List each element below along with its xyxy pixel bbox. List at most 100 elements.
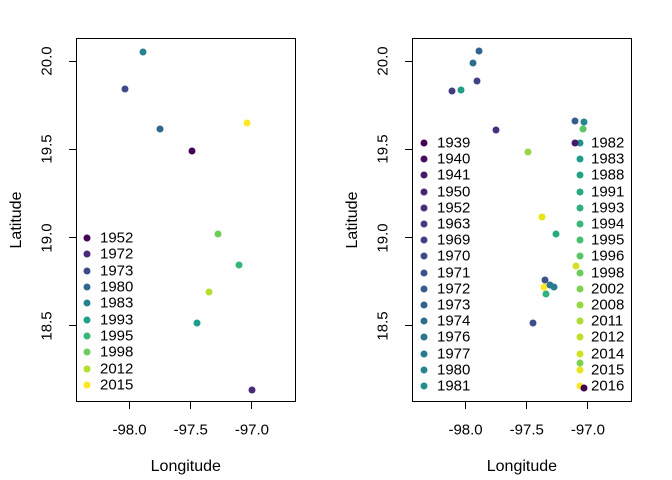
y-axis-title-right: Latitude [344,191,361,249]
data-point [579,125,587,133]
legend-label: 2008 [591,296,625,314]
y-tick-label: 19.5 [38,134,56,164]
data-point [492,126,500,134]
x-tick-label: -97.0 [570,421,606,439]
legend-swatch [420,204,428,212]
y-tick [68,325,76,327]
data-point [205,288,213,296]
data-point [538,213,546,221]
legend-label: 2011 [591,312,624,330]
data-point [552,230,560,238]
y-tick [68,60,76,62]
data-point [550,283,558,291]
legend-swatch [576,236,583,244]
legend-label: 1977 [437,345,471,363]
data-point [576,359,584,367]
legend-label: 1981 [437,377,471,395]
x-tick-label: -98.0 [112,421,147,439]
legend-swatch [576,269,583,277]
legend-swatch [83,348,91,356]
x-axis-title-left: Longitude [150,458,221,475]
legend-swatch [83,381,91,389]
legend-label: 1988 [591,166,625,184]
y-tick-label: 19.5 [374,134,392,164]
legend-label: 2012 [591,328,625,346]
legend-swatch [420,155,428,163]
legend-swatch [83,365,91,373]
legend-swatch [576,139,583,147]
legend-swatch [576,220,583,228]
legend-swatch [83,234,91,242]
x-tick [129,402,131,410]
legend-swatch [83,267,91,275]
y-axis-title-left: Latitude [8,191,25,249]
data-point [139,48,147,56]
x-tick [526,402,528,410]
x-tick-label: -97.0 [234,421,270,439]
legend-label: 1971 [437,264,471,282]
data-point [188,147,196,155]
y-tick [404,148,412,150]
legend-swatch [576,301,583,309]
legend-label: 2015 [100,376,134,394]
data-point [546,281,554,289]
legend-label: 1972 [437,280,471,298]
legend-label: 2014 [591,345,625,363]
x-tick-label: -98.0 [448,421,483,439]
data-point [248,386,256,394]
y-tick [404,325,412,327]
legend-label: 1952 [100,229,134,247]
data-point [580,384,588,392]
x-axis-title-right: Longitude [486,458,558,475]
y-tick-label: 18.5 [374,311,392,341]
x-tick [587,402,589,410]
legend-swatch [576,317,583,325]
legend-swatch [420,382,428,390]
y-tick-label: 19.0 [38,223,56,253]
legend-swatch [420,269,428,277]
legend-label: 2002 [591,280,625,298]
legend-label: 1940 [437,150,471,168]
legend-swatch [420,301,428,309]
legend-swatch [420,171,428,179]
legend-label: 1983 [591,150,625,168]
legend-label: 1993 [591,199,625,217]
legend-label: 1974 [437,312,471,330]
legend-label: 1973 [100,262,134,280]
legend-swatch [420,285,428,293]
legend-label: 1980 [100,278,134,296]
x-tick-label: -97.5 [173,421,208,439]
legend-swatch [576,188,583,196]
data-point [540,283,548,291]
data-point [572,262,580,270]
data-point [156,125,164,133]
data-point [469,59,477,67]
legend-label: 2015 [591,361,625,379]
legend-label: 1963 [437,215,471,233]
legend-label: 1991 [591,183,625,201]
legend-label: 1982 [591,134,625,152]
legend-label: 2016 [591,377,625,395]
data-point [235,261,243,269]
plot-box-right [411,37,632,403]
legend-label: 1969 [437,231,471,249]
legend-swatch [420,139,428,147]
y-tick [68,148,76,150]
data-point [571,139,579,147]
legend-swatch [576,155,583,163]
data-point [571,117,579,125]
legend-label: 1970 [437,247,471,265]
data-point [473,77,481,85]
data-point [243,119,251,127]
legend-label: 1998 [591,264,625,282]
y-tick-label: 20.0 [374,46,392,76]
plot-box-left [75,37,296,403]
legend-swatch [420,236,428,244]
data-point [529,319,537,327]
data-point [542,290,550,298]
legend-swatch [83,299,91,307]
legend-swatch [576,204,583,212]
legend-swatch [420,366,428,374]
